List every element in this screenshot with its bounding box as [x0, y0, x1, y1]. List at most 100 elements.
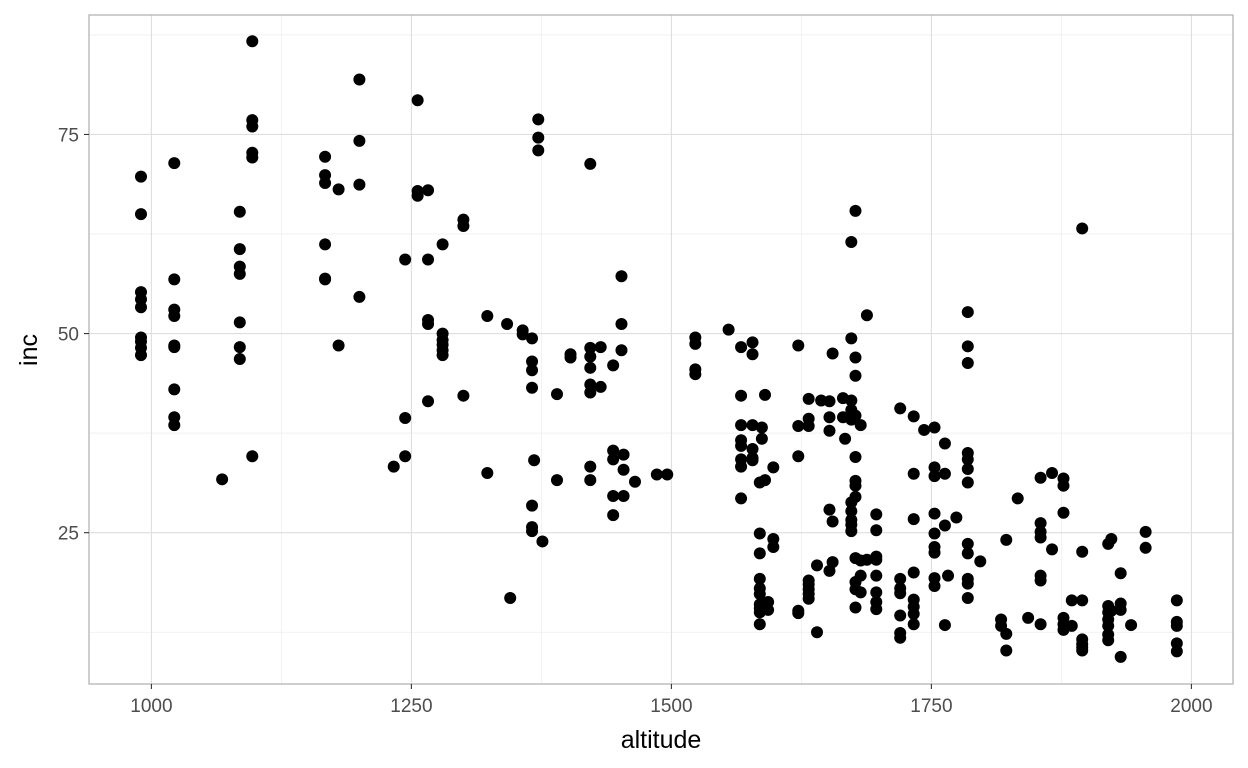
data-point	[551, 474, 563, 487]
data-point	[735, 419, 748, 432]
data-point	[961, 577, 974, 590]
data-point	[894, 402, 907, 415]
data-point	[753, 527, 766, 540]
data-point	[584, 386, 597, 399]
data-point	[928, 546, 941, 559]
data-point	[481, 310, 494, 323]
data-point	[755, 421, 768, 434]
data-point	[536, 535, 549, 548]
data-point	[168, 341, 181, 354]
data-point	[399, 253, 412, 266]
data-point	[353, 134, 366, 147]
data-point	[1034, 574, 1047, 587]
data-point	[802, 419, 815, 432]
data-point	[1034, 471, 1047, 484]
plot-panel-border	[88, 14, 1234, 685]
data-point	[1139, 525, 1152, 538]
data-point	[735, 460, 748, 473]
data-point	[332, 339, 345, 352]
data-point	[1065, 619, 1078, 632]
data-point	[436, 238, 449, 251]
y-tick-label: 50	[58, 325, 79, 346]
x-tick-label: 1500	[650, 696, 692, 717]
data-point	[753, 618, 766, 631]
x-axis-title: altitude	[621, 726, 702, 754]
data-point	[1125, 619, 1138, 632]
data-point	[1065, 594, 1078, 607]
data-point	[501, 318, 514, 331]
data-point	[938, 619, 951, 632]
x-tick-label: 2000	[1170, 696, 1212, 717]
data-point	[1170, 594, 1183, 607]
data-point	[928, 507, 941, 520]
data-point	[753, 572, 766, 585]
data-point	[894, 572, 907, 585]
data-point	[246, 35, 259, 48]
data-point	[961, 591, 974, 604]
data-point	[860, 553, 873, 566]
data-point	[802, 592, 815, 605]
data-point	[504, 591, 517, 604]
data-point	[135, 170, 147, 183]
data-point	[938, 467, 951, 480]
data-point	[526, 355, 539, 368]
data-point	[607, 509, 620, 522]
data-point	[811, 626, 823, 639]
data-point	[319, 150, 332, 163]
data-point	[826, 515, 839, 528]
data-point	[422, 395, 435, 408]
data-point	[907, 618, 920, 631]
data-point	[826, 347, 839, 360]
x-tick-label: 1750	[910, 696, 952, 717]
data-point	[860, 309, 873, 322]
data-point	[823, 424, 836, 437]
data-point	[689, 337, 702, 350]
data-point	[353, 73, 366, 86]
y-tick-label: 25	[58, 524, 79, 545]
data-point	[584, 157, 597, 170]
data-point	[617, 448, 630, 461]
data-point	[584, 341, 597, 354]
data-point	[422, 318, 435, 331]
data-point	[839, 432, 852, 445]
x-axis-ticks: 1000 1250 1500 1750 2000	[130, 684, 1213, 717]
data-point	[1057, 479, 1070, 492]
data-point	[870, 569, 883, 582]
data-point	[607, 490, 620, 503]
data-point	[826, 556, 839, 569]
data-point	[746, 419, 759, 432]
data-point	[532, 144, 545, 157]
data-point	[650, 468, 663, 481]
data-point	[1046, 466, 1059, 479]
data-point	[735, 439, 748, 452]
data-point	[792, 607, 805, 620]
data-point	[762, 603, 775, 616]
data-point	[849, 451, 862, 464]
data-point	[849, 351, 862, 364]
data-point	[961, 453, 974, 466]
data-point	[746, 348, 759, 361]
data-point	[746, 336, 759, 349]
data-point	[854, 586, 867, 599]
data-point	[961, 537, 974, 550]
data-point	[1076, 222, 1089, 235]
data-point	[532, 131, 545, 144]
data-point	[526, 332, 539, 345]
data-point	[411, 94, 424, 107]
data-point	[615, 270, 628, 283]
data-point	[1034, 517, 1047, 530]
data-point	[907, 410, 920, 423]
data-point	[849, 369, 862, 382]
data-point	[870, 553, 883, 566]
data-point	[332, 183, 345, 196]
data-point	[961, 547, 974, 560]
data-point	[961, 357, 974, 370]
data-point	[753, 547, 766, 560]
data-point	[928, 527, 941, 540]
data-point	[617, 463, 630, 476]
data-point	[792, 339, 805, 352]
data-point	[1046, 543, 1059, 556]
data-point	[767, 461, 780, 474]
data-point	[907, 467, 920, 480]
